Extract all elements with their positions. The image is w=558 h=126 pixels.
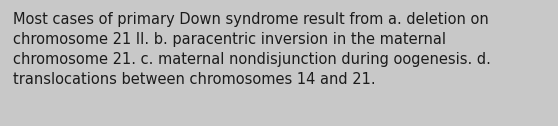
Text: Most cases of primary Down syndrome result from a. deletion on: Most cases of primary Down syndrome resu… xyxy=(13,12,489,27)
Text: translocations between chromosomes 14 and 21.: translocations between chromosomes 14 an… xyxy=(13,72,376,87)
Text: chromosome 21. c. maternal nondisjunction during oogenesis. d.: chromosome 21. c. maternal nondisjunctio… xyxy=(13,52,491,67)
Text: chromosome 21 II. b. paracentric inversion in the maternal: chromosome 21 II. b. paracentric inversi… xyxy=(13,32,446,47)
